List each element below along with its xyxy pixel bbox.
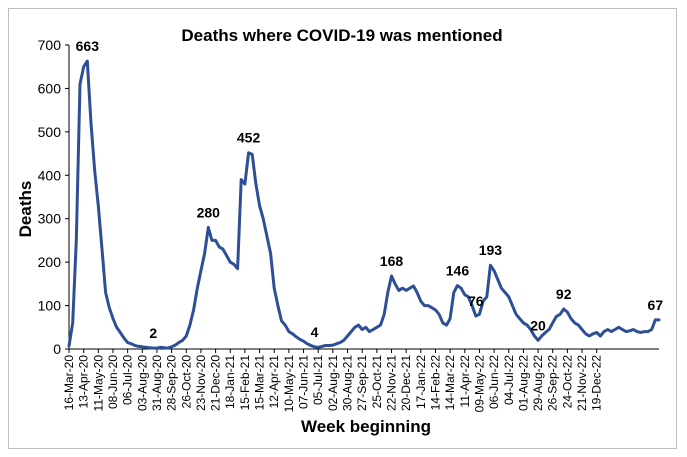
chart-title: Deaths where COVID-19 was mentioned [181, 26, 502, 45]
x-tick-label: 04-Jul-22 [502, 355, 516, 405]
axes [68, 45, 659, 350]
data-label: 146 [446, 263, 470, 279]
x-tick-label: 13-Apr-20 [77, 355, 91, 409]
y-tick-label: 300 [38, 211, 62, 227]
x-tick-label: 27-Sep-21 [355, 355, 369, 411]
y-tick-label: 0 [53, 341, 61, 357]
data-label: 280 [197, 204, 221, 220]
x-tick-label: 24-Oct-22 [560, 355, 574, 409]
x-tick-label: 09-May-22 [472, 355, 486, 413]
x-tick-label: 15-Mar-21 [253, 355, 267, 411]
x-tick-label: 20-Dec-21 [399, 355, 413, 411]
y-axis: 0 100 200 300 400 500 600 700 [38, 37, 69, 357]
x-tick-label: 14-Mar-22 [443, 355, 457, 411]
x-tick-label: 18-Jan-21 [223, 355, 237, 409]
x-tick-label: 16-Mar-20 [62, 355, 76, 411]
data-label: 4 [311, 324, 319, 340]
x-tick-label: 15-Feb-21 [238, 355, 252, 411]
chart-frame: Deaths where COVID-19 was mentioned Deat… [8, 8, 677, 449]
x-tick-label: 06-Jul-20 [121, 355, 135, 405]
data-label: 168 [380, 253, 404, 269]
x-tick-label: 03-Aug-20 [135, 355, 149, 411]
y-tick-label: 500 [38, 124, 62, 140]
y-tick-label: 100 [38, 298, 62, 314]
x-tick-label: 21-Dec-20 [209, 355, 223, 411]
x-tick-label: 14-Feb-22 [428, 355, 442, 411]
data-label: 2 [149, 325, 157, 341]
x-tick-label: 28-Sep-20 [165, 355, 179, 411]
data-label: 67 [648, 297, 664, 313]
x-tick-label: 17-Jan-22 [414, 355, 428, 409]
y-tick-label: 200 [38, 254, 62, 270]
x-tick-label: 26-Oct-20 [179, 355, 193, 409]
data-label: 193 [479, 242, 503, 258]
x-tick-label: 31-Aug-20 [150, 355, 164, 411]
x-tick-label: 30-Aug-21 [341, 355, 355, 411]
x-tick-label: 26-Sep-22 [546, 355, 560, 411]
x-tick-label: 08-Jun-20 [106, 355, 120, 409]
x-tick-label: 11-May-20 [91, 355, 105, 412]
y-tick-label: 400 [38, 167, 62, 183]
x-axis: 16-Mar-20 13-Apr-20 11-May-20 08-Jun-20 06-J… [62, 349, 604, 412]
x-tick-label: 01-Aug-22 [516, 355, 530, 411]
x-axis-label: Week beginning [301, 417, 431, 436]
x-tick-label: 07-Jun-21 [297, 355, 311, 409]
line-chart: Deaths where COVID-19 was mentioned Deat… [16, 26, 664, 436]
x-tick-label: 21-Nov-22 [575, 355, 589, 411]
x-tick-label: 11-Apr-22 [458, 355, 472, 408]
data-label: 92 [556, 286, 572, 302]
x-tick-label: 23-Nov-20 [194, 355, 208, 411]
y-tick-label: 600 [38, 80, 62, 96]
series-group [67, 59, 661, 350]
x-tick-label: 25-Oct-21 [370, 355, 384, 409]
x-tick-label: 02-Aug-21 [326, 355, 340, 411]
x-tick-label: 22-Nov-21 [384, 355, 398, 411]
y-axis-label: Deaths [16, 181, 35, 238]
data-labels: 663 2 280 452 4 168 146 76 193 20 92 67 [76, 38, 664, 341]
x-tick-label: 10-May-21 [282, 355, 296, 413]
x-tick-label: 12-Apr-21 [267, 355, 281, 409]
x-tick-label: 29-Aug-22 [531, 355, 545, 411]
data-label: 452 [237, 130, 261, 146]
x-tick-label: 05-Jul-21 [311, 355, 325, 405]
deaths-series-line [67, 59, 661, 350]
data-label: 20 [530, 317, 546, 333]
data-label: 663 [76, 38, 100, 54]
x-tick-label: 19-Dec-22 [590, 355, 604, 411]
y-tick-label: 700 [38, 37, 62, 53]
data-label: 76 [468, 293, 484, 309]
x-tick-label: 06-Jun-22 [487, 355, 501, 409]
